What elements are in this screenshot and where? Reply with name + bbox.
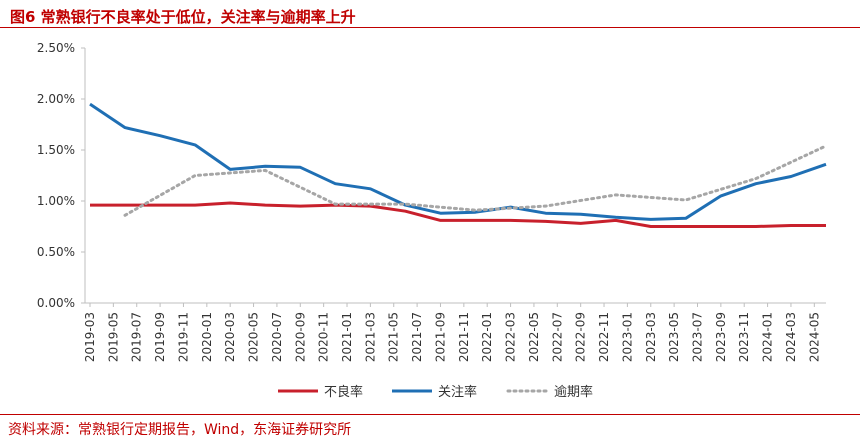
x-tick-label: 2021-03 (363, 312, 377, 362)
x-tick-label: 2020-01 (200, 312, 214, 362)
chart-header: 图6 常熟银行不良率处于低位，关注率与逾期率上升 (0, 0, 860, 30)
x-tick-label: 2022-07 (550, 312, 564, 362)
x-tick-label: 2021-01 (340, 312, 354, 362)
x-tick-label: 2023-03 (644, 312, 658, 362)
y-tick-label: 2.00% (37, 92, 75, 106)
x-tick-label: 2023-11 (737, 312, 751, 362)
x-tick-label: 2021-05 (387, 312, 401, 362)
y-tick-label: 2.50% (37, 41, 75, 55)
series-layer (89, 102, 828, 228)
x-tick-label: 2020-03 (223, 312, 237, 362)
x-axis: 2019-03 2019-05 2019-07 2019-09 2019-11 2020-… (83, 302, 826, 362)
x-tick-label: 2019-09 (153, 312, 167, 362)
footer-rule (0, 414, 860, 415)
x-tick-label: 2023-09 (714, 312, 728, 362)
source-note: 资料来源：常熟银行定期报告，Wind，东海证券研究所 (8, 422, 352, 438)
y-tick-label: 0.50% (37, 245, 75, 259)
y-tick-label: 0.00% (37, 296, 75, 310)
legend-label-npl: 不良率 (324, 384, 363, 400)
x-tick-label: 2019-03 (83, 312, 97, 362)
x-tick-label: 2022-09 (574, 312, 588, 362)
x-tick-label: 2022-11 (597, 312, 611, 362)
x-tick-label: 2020-11 (317, 312, 331, 362)
x-tick-label: 2023-07 (690, 312, 704, 362)
y-axis: 0.00% 0.50% 1.00% 1.50% 2.00% 2.50% (37, 41, 86, 310)
x-tick-label: 2022-01 (480, 312, 494, 362)
x-tick-label: 2024-05 (807, 312, 821, 362)
x-tick-label: 2022-05 (527, 312, 541, 362)
x-tick-label: 2021-07 (410, 312, 424, 362)
chart-title: 图6 常熟银行不良率处于低位，关注率与逾期率上升 (10, 8, 356, 26)
x-tick-label: 2019-05 (106, 312, 120, 362)
line-chart: 0.00%0.50%1.00%1.50%2.00%2.50% 2019-03 20… (37, 41, 828, 400)
x-tick-label: 2024-03 (784, 312, 798, 362)
x-tick-label: 2024-01 (761, 312, 775, 362)
x-tick-label: 2023-05 (667, 312, 681, 362)
series-line-attention (89, 102, 827, 221)
x-tick-label: 2022-03 (504, 312, 518, 362)
series-line-npl (90, 201, 826, 228)
x-tick-label: 2021-11 (457, 312, 471, 362)
x-tick-label: 2023-01 (620, 312, 634, 362)
y-tick-label: 1.00% (37, 194, 75, 208)
x-tick-label: 2019-07 (130, 312, 144, 362)
legend: 不良率 关注率 逾期率 (278, 384, 593, 400)
legend-label-attention: 关注率 (438, 384, 477, 400)
x-tick-label: 2020-05 (247, 312, 261, 362)
header-rule (0, 27, 860, 28)
x-tick-label: 2020-09 (293, 312, 307, 362)
y-tick-label: 1.50% (37, 143, 75, 157)
series-line-overdue (123, 144, 828, 217)
x-tick-label: 2020-07 (270, 312, 284, 362)
x-tick-label: 2019-11 (176, 312, 190, 362)
x-tick-label: 2021-09 (433, 312, 447, 362)
legend-label-overdue: 逾期率 (554, 384, 593, 400)
